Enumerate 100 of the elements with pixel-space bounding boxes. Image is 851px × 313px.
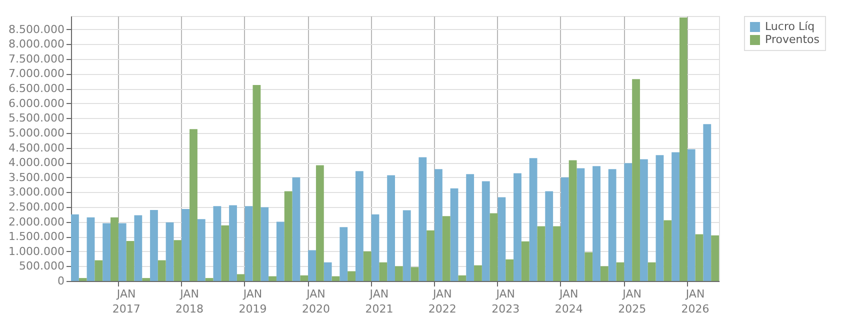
bar bbox=[340, 227, 348, 281]
bar bbox=[442, 216, 450, 281]
bar bbox=[229, 205, 237, 281]
bar bbox=[387, 175, 395, 281]
bar bbox=[244, 206, 253, 281]
bar bbox=[379, 262, 388, 281]
x-tick-label: JAN 2025 bbox=[618, 288, 646, 313]
y-tick-label: 7.000.000 bbox=[8, 67, 64, 80]
bar bbox=[300, 275, 308, 281]
bar bbox=[150, 210, 158, 281]
bar bbox=[166, 222, 174, 281]
x-tick-label: JAN 2026 bbox=[681, 288, 710, 313]
x-tick-label: JAN 2024 bbox=[554, 288, 583, 313]
bar bbox=[482, 181, 490, 281]
bar bbox=[102, 223, 111, 281]
bar bbox=[418, 157, 427, 281]
bar bbox=[498, 197, 506, 281]
bar bbox=[711, 235, 719, 281]
bar bbox=[86, 217, 95, 281]
bar bbox=[545, 191, 554, 281]
x-tick-label: JAN 2017 bbox=[112, 288, 140, 313]
bar bbox=[174, 240, 182, 281]
bar bbox=[260, 207, 269, 281]
bar bbox=[126, 241, 134, 281]
bar bbox=[514, 173, 522, 281]
bar bbox=[268, 276, 276, 281]
legend-label: Proventos bbox=[765, 33, 820, 46]
bar bbox=[506, 259, 514, 281]
bar bbox=[284, 191, 292, 281]
y-tick-label: 2.500.000 bbox=[8, 200, 64, 214]
bar bbox=[205, 278, 214, 281]
bar bbox=[190, 129, 198, 281]
bar bbox=[410, 267, 419, 281]
bar bbox=[348, 271, 356, 281]
x-tick-label: JAN 2019 bbox=[238, 288, 267, 313]
x-tick-label: JAN 2022 bbox=[428, 288, 456, 313]
y-tick-label: 7.500.000 bbox=[8, 52, 64, 66]
bar bbox=[324, 262, 332, 281]
bar bbox=[316, 165, 324, 281]
bar bbox=[182, 209, 190, 281]
bar bbox=[118, 223, 126, 281]
bar bbox=[568, 160, 577, 281]
bar bbox=[236, 274, 245, 281]
bar bbox=[600, 266, 608, 281]
bar bbox=[703, 124, 712, 281]
legend-label: Lucro Líq bbox=[765, 20, 815, 33]
x-tick-label: JAN 2018 bbox=[176, 288, 204, 313]
bar bbox=[308, 250, 316, 281]
bar bbox=[142, 278, 150, 281]
bar bbox=[521, 241, 530, 281]
bar bbox=[158, 260, 166, 281]
bar bbox=[624, 163, 632, 281]
bar bbox=[458, 275, 466, 281]
y-tick-label: 6.500.000 bbox=[8, 82, 64, 96]
bar bbox=[402, 210, 411, 281]
bar bbox=[292, 177, 300, 281]
y-tick-label: 3.500.000 bbox=[8, 170, 64, 184]
bar bbox=[679, 17, 688, 281]
bar bbox=[592, 166, 600, 281]
y-tick-label: 2.000.000 bbox=[8, 215, 64, 228]
bar bbox=[640, 159, 648, 281]
bar bbox=[134, 215, 142, 281]
bar bbox=[576, 168, 585, 281]
bar bbox=[94, 260, 103, 281]
bar bbox=[648, 262, 656, 281]
bar bbox=[656, 155, 664, 281]
bar bbox=[490, 213, 498, 281]
y-tick-label: 5.500.000 bbox=[8, 112, 64, 125]
bar bbox=[450, 188, 458, 281]
y-tick-label: 4.000.000 bbox=[8, 156, 64, 170]
x-tick-label: JAN 2020 bbox=[302, 288, 330, 313]
bar bbox=[608, 169, 616, 281]
y-tick-label: 4.500.000 bbox=[8, 141, 64, 154]
bar bbox=[78, 278, 87, 281]
bar bbox=[276, 222, 284, 281]
y-tick-label: 5.000.000 bbox=[8, 126, 64, 140]
bar bbox=[529, 158, 538, 281]
y-tick-label: 0 bbox=[58, 274, 64, 288]
bar bbox=[695, 234, 704, 281]
x-tick-label: JAN 2023 bbox=[492, 288, 520, 313]
bar bbox=[221, 225, 230, 281]
bar bbox=[213, 206, 222, 281]
y-tick-label: 8.000.000 bbox=[8, 38, 64, 51]
bar bbox=[474, 265, 482, 281]
bar bbox=[371, 214, 380, 281]
bar bbox=[560, 177, 569, 281]
bar bbox=[363, 251, 372, 281]
bar bbox=[664, 220, 672, 281]
y-tick-label: 500.000 bbox=[19, 260, 64, 273]
bar bbox=[466, 174, 474, 281]
bar bbox=[672, 152, 680, 281]
bar bbox=[252, 84, 261, 281]
bar bbox=[197, 219, 206, 281]
bar bbox=[584, 252, 593, 281]
bar bbox=[71, 214, 79, 281]
y-tick-label: 6.000.000 bbox=[8, 96, 64, 110]
bar bbox=[395, 266, 403, 281]
bar bbox=[426, 230, 435, 281]
bar bbox=[434, 169, 442, 281]
bar bbox=[687, 149, 696, 281]
